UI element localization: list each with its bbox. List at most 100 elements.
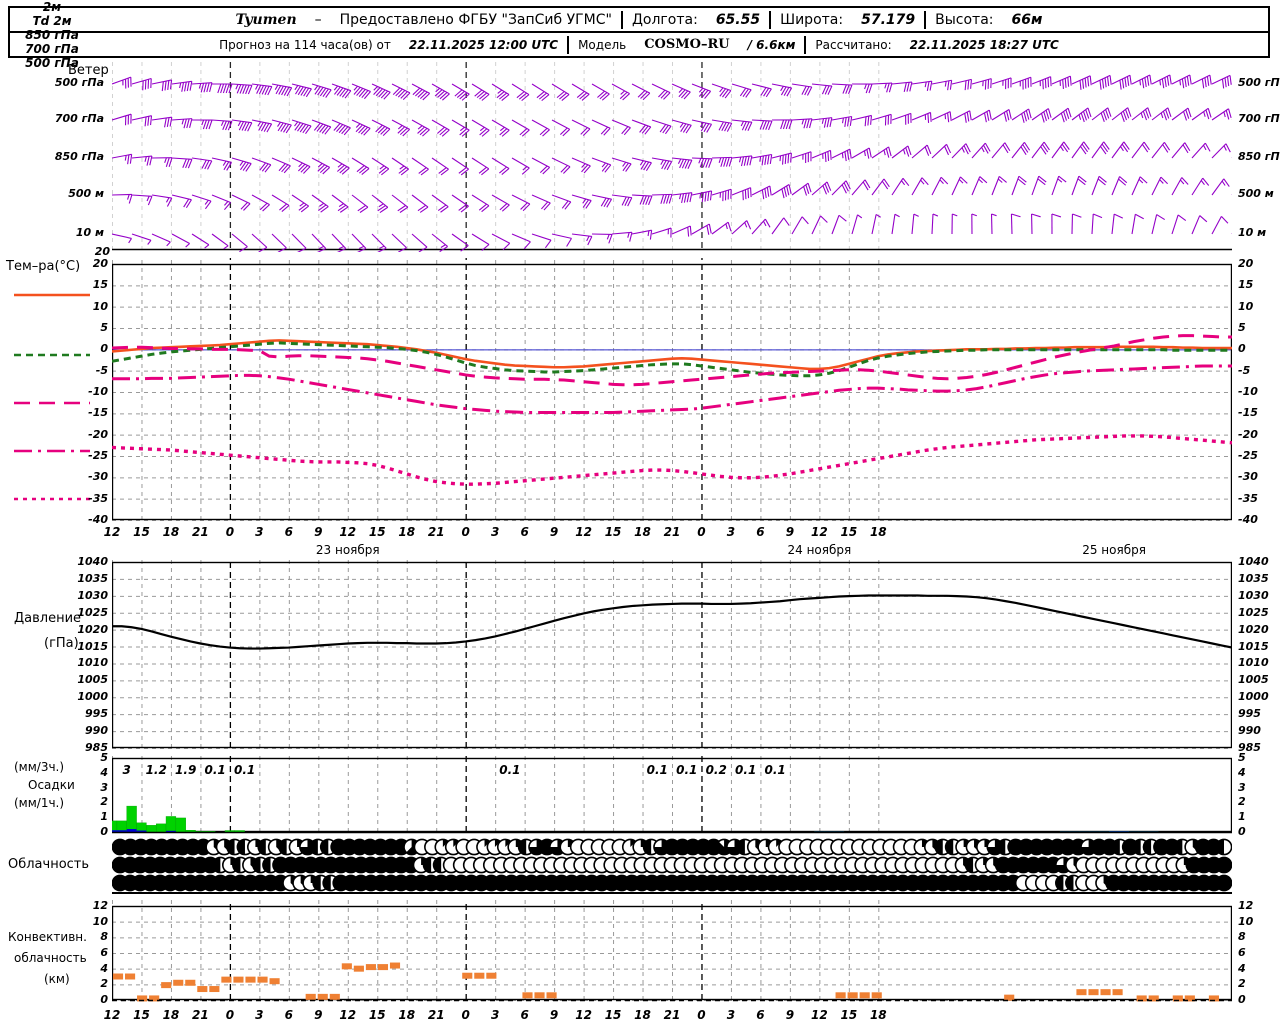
wind-level-label-left: 500 гПа — [54, 76, 104, 89]
temp-legend-label: 850 гПа — [25, 28, 79, 42]
temperature-title: Тем–ра(°C) — [6, 259, 81, 274]
wind-level-label-left: 10 м — [75, 226, 104, 239]
time-tick-label: 12 — [575, 525, 592, 539]
time-tick-label: 6 — [520, 525, 529, 539]
time-tick-label-bottom: 0 — [225, 1008, 235, 1022]
time-tick-label-bottom: 15 — [604, 1008, 622, 1022]
conv-tick-left: 6 — [100, 946, 108, 959]
pressure-tick-left: 1000 — [77, 690, 108, 704]
conv-tick-right: 8 — [1238, 930, 1246, 944]
time-tick-label-bottom: 21 — [192, 1008, 209, 1022]
precip-title: Осадки — [28, 778, 75, 792]
precip-3h-label: 3 — [122, 763, 131, 777]
latitude-value: 57.179 — [861, 11, 916, 28]
temperature-legend: 2м Td 2м 850 гПа 700 гПа 500 гПа — [0, 0, 104, 501]
time-tick-label-bottom: 9 — [314, 1008, 323, 1022]
header-row-station: Tyumen – Предоставлено ФГБУ "ЗапСиб УГМС… — [10, 8, 1268, 33]
time-tick-label: 9 — [314, 525, 323, 539]
temp-tick-right: -30 — [1238, 470, 1258, 484]
pressure-tick-left: 1020 — [77, 622, 108, 636]
conv-tick-right: 0 — [1238, 993, 1246, 1006]
time-tick-label: 18 — [398, 525, 416, 539]
day-label: 24 ноября — [787, 543, 852, 557]
altitude-value: 66м — [1011, 11, 1043, 28]
time-tick-label: 9 — [549, 525, 559, 539]
pressure-unit: (гПа) — [44, 636, 79, 651]
time-tick-label-bottom: 12 — [811, 1008, 828, 1022]
calculated-time: 22.11.2025 18:27 UTC — [909, 37, 1059, 52]
time-tick-label-bottom: 12 — [103, 1008, 121, 1022]
conv-tick-right: 12 — [1238, 899, 1254, 912]
pressure-tick-left: 990 — [85, 724, 108, 738]
pressure-tick-left: 1010 — [77, 656, 108, 670]
pressure-plot — [112, 558, 1232, 749]
time-tick-label-bottom: 18 — [398, 1008, 416, 1022]
divider — [804, 35, 807, 54]
longitude-label: Долгота: — [631, 11, 698, 28]
divider — [567, 35, 570, 54]
wind-level-label-right: 500 м — [1238, 187, 1274, 200]
temp-legend-label: Td 2м — [32, 14, 72, 28]
temp-tick-right: -40 — [1238, 513, 1258, 526]
header-dash: – — [314, 11, 322, 28]
pressure-tick-right: 1025 — [1238, 605, 1269, 619]
time-tick-label: 6 — [284, 525, 293, 539]
wind-level-label-left: 500 м — [68, 187, 104, 200]
time-tick-label-bottom: 0 — [697, 1008, 706, 1022]
time-tick-label: 18 — [634, 525, 651, 539]
wind-bottom-tick: 20 — [94, 245, 110, 258]
precip-tick-left: 2 — [100, 795, 108, 809]
pressure-tick-left: 985 — [85, 741, 108, 754]
station-name: Tyumen — [235, 11, 297, 28]
model-name: COSMO–RU — [644, 37, 730, 52]
pressure-tick-left: 995 — [85, 707, 108, 721]
temp-tick-left: -30 — [88, 470, 108, 484]
wind-level-label-right: 500 гПа — [1238, 76, 1280, 89]
wind-level-label-right: 850 гПа — [1238, 150, 1280, 163]
pressure-tick-right: 1010 — [1238, 656, 1269, 670]
time-tick-label-bottom: 6 — [756, 1008, 765, 1022]
time-tick-label-bottom: 21 — [427, 1008, 445, 1022]
precip-tick-right: 2 — [1238, 795, 1246, 809]
forecast-label: Прогноз на 114 часа(ов) от — [219, 37, 391, 52]
convective-unit: (км) — [44, 972, 70, 986]
altitude-label: Высота: — [935, 11, 994, 28]
precip-tick-left: 0 — [100, 825, 108, 838]
precip-tick-left: 4 — [100, 765, 108, 779]
precip-3h-label: 0.1 — [676, 763, 698, 777]
temp-tick-right: 0 — [1238, 342, 1246, 356]
precip-tick-left: 1 — [100, 810, 108, 824]
convective-title-2: облачность — [14, 951, 87, 965]
time-tick-label-bottom: 18 — [869, 1008, 887, 1022]
precip-3h-label: 0.1 — [499, 763, 521, 777]
time-tick-label: 21 — [663, 525, 681, 539]
time-tick-label: 9 — [785, 525, 795, 539]
wind-level-label-right: 700 гПа — [1238, 112, 1280, 125]
temp-tick-left: -10 — [88, 385, 108, 398]
temp-tick-left: 5 — [100, 321, 108, 334]
temp-tick-left: -25 — [88, 449, 108, 462]
longitude-value: 65.55 — [715, 11, 761, 28]
temp-tick-right: -10 — [1238, 385, 1258, 398]
temp-tick-right: 5 — [1238, 321, 1246, 334]
latitude-label: Широта: — [780, 11, 844, 28]
time-tick-label-bottom: 3 — [255, 1008, 264, 1022]
pressure-tick-left: 1035 — [77, 571, 108, 585]
conv-tick-left: 0 — [100, 993, 108, 1006]
precip-tick-right: 0 — [1238, 825, 1246, 838]
precip-3h-label: 0.1 — [764, 763, 786, 777]
provider-label: Предоставлено ФГБУ "ЗапСиб УГМС" — [339, 11, 612, 28]
conv-tick-left: 12 — [92, 899, 108, 912]
time-tick-label: 3 — [726, 525, 736, 539]
time-tick-label-bottom: 3 — [726, 1008, 736, 1022]
pressure-title: Давление — [14, 611, 82, 626]
wind-level-label-left: 850 гПа — [54, 150, 104, 163]
precip-3h-label: 0.1 — [646, 763, 668, 777]
temp-tick-left: 10 — [92, 299, 108, 313]
precip-tick-right: 1 — [1238, 810, 1246, 824]
pressure-tick-right: 1035 — [1238, 571, 1269, 585]
time-tick-label: 0 — [461, 525, 470, 539]
pressure-tick-left: 1025 — [77, 605, 108, 619]
precip-3h-label: 0.1 — [204, 763, 226, 777]
time-tick-label-bottom: 9 — [785, 1008, 795, 1022]
